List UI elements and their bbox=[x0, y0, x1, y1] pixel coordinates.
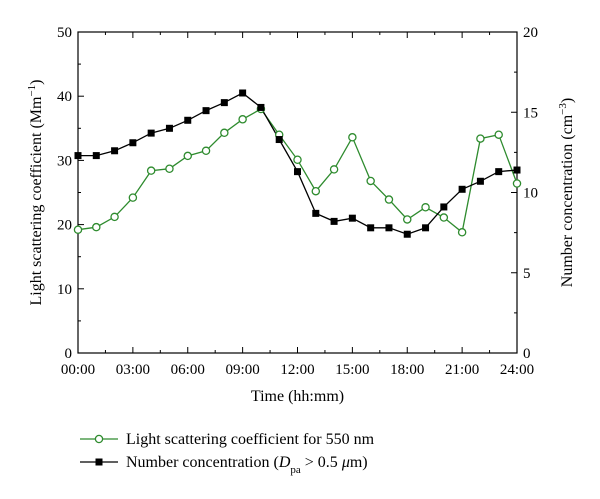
scattering-point bbox=[494, 130, 503, 139]
y-right-tick-label: 10 bbox=[523, 186, 538, 202]
number-concentration-point bbox=[348, 214, 356, 222]
scattering-point bbox=[165, 164, 174, 173]
x-axis-ticks: 00:00 03:00 06:00 09:00 12:00 15:00 18:00 21:00… bbox=[61, 32, 534, 378]
y-right-axis-label: Number concentration (cm−3) bbox=[557, 98, 576, 287]
x-tick-label: 09:00 bbox=[226, 362, 260, 378]
scattering-point bbox=[402, 215, 412, 224]
legend-label-number-var: D bbox=[278, 454, 291, 471]
number-concentration-point bbox=[458, 185, 466, 193]
y-left-axis-label: Light scattering coefficient (Mm−1) bbox=[26, 79, 45, 305]
legend-label-scattering: Light scattering coefficient for 550 nm bbox=[126, 431, 375, 448]
y-right-axis-ticks: 0 5 10 15 20 bbox=[511, 25, 538, 362]
x-tick-label: 00:00 bbox=[61, 362, 95, 378]
scattering-point bbox=[146, 166, 156, 175]
scattering-point bbox=[512, 179, 522, 188]
legend: Light scattering coefficient for 550 nm … bbox=[80, 431, 375, 476]
scattering-point bbox=[92, 222, 101, 232]
scattering-point bbox=[73, 225, 83, 234]
number-concentration-point bbox=[257, 103, 265, 111]
x-tick-label: 06:00 bbox=[171, 362, 205, 378]
y-left-label-text: Light scattering coefficient (Mm bbox=[28, 96, 45, 306]
x-tick-label: 12:00 bbox=[280, 362, 314, 378]
scattering-point bbox=[220, 128, 229, 138]
number-concentration-point bbox=[74, 152, 82, 160]
scattering-point bbox=[421, 203, 430, 212]
scattering-point bbox=[110, 212, 119, 222]
number-concentration-point bbox=[495, 168, 503, 176]
number-concentration-point bbox=[385, 224, 393, 232]
y-right-label-tail: ) bbox=[559, 98, 576, 103]
legend-label-number-mu: μ bbox=[341, 454, 350, 471]
y-left-tick-label: 30 bbox=[57, 153, 72, 169]
legend-label-number: Number concentration (Dpa > 0.5 μm) bbox=[126, 454, 368, 476]
number-concentration-point bbox=[129, 139, 137, 147]
legend-marker-circle bbox=[94, 434, 104, 444]
scattering-point bbox=[201, 146, 211, 156]
number-concentration-point bbox=[403, 230, 411, 238]
scattering-point bbox=[476, 134, 485, 143]
number-concentration-point bbox=[312, 209, 320, 217]
scattering-point bbox=[128, 193, 138, 202]
number-concentration-point bbox=[330, 217, 338, 225]
scattering-point bbox=[183, 151, 192, 161]
legend-entry-scattering: Light scattering coefficient for 550 nm bbox=[80, 431, 375, 448]
number-concentration-point bbox=[165, 124, 173, 132]
legend-label-number-sub: pa bbox=[290, 464, 301, 476]
legend-label-number-prefix: Number concentration ( bbox=[126, 454, 279, 471]
number-concentration-point bbox=[147, 129, 155, 137]
scattering-point bbox=[439, 213, 449, 222]
scattering-point bbox=[238, 115, 247, 124]
number-concentration-point bbox=[202, 107, 210, 115]
x-tick-label: 03:00 bbox=[116, 362, 150, 378]
y-left-tick-label: 10 bbox=[57, 282, 72, 298]
y-right-tick-label: 20 bbox=[523, 25, 538, 41]
plot-frame bbox=[77, 31, 518, 354]
scattering-point bbox=[366, 176, 375, 186]
y-left-axis-ticks: 0 10 20 30 40 50 bbox=[57, 25, 84, 362]
number-concentration-point bbox=[111, 147, 119, 155]
number-concentration-point bbox=[294, 168, 301, 176]
legend-label-number-suffix: > 0.5 bbox=[301, 454, 342, 471]
scattering-point bbox=[348, 133, 357, 142]
y-left-tick-label: 20 bbox=[57, 218, 72, 234]
legend-entry-number: Number concentration (Dpa > 0.5 μm) bbox=[80, 454, 368, 476]
scattering-point bbox=[311, 186, 321, 196]
scattering-point bbox=[293, 155, 302, 165]
number-concentration-point bbox=[367, 224, 375, 232]
y-left-tick-label: 40 bbox=[57, 89, 72, 105]
number-concentration-point bbox=[220, 99, 228, 107]
series-markers bbox=[73, 89, 522, 238]
number-concentration-point bbox=[476, 177, 484, 185]
scattering-point bbox=[457, 228, 467, 237]
y-right-label-sup: −3 bbox=[557, 103, 569, 115]
number-concentration-point bbox=[422, 224, 430, 232]
scattering-point bbox=[384, 195, 394, 204]
scattering-point bbox=[329, 165, 339, 174]
number-concentration-point bbox=[239, 89, 247, 97]
number-concentration-point bbox=[440, 203, 448, 211]
x-tick-label: 15:00 bbox=[335, 362, 369, 378]
number-concentration-point bbox=[275, 136, 283, 144]
x-tick-label: 21:00 bbox=[445, 362, 479, 378]
y-left-label-tail: ) bbox=[28, 79, 45, 84]
number-concentration-point bbox=[92, 152, 100, 160]
number-concentration-point bbox=[513, 166, 521, 174]
y-left-tick-label: 50 bbox=[57, 25, 72, 41]
y-right-label-text: Number concentration (cm bbox=[559, 114, 576, 287]
legend-label-number-end: m) bbox=[350, 454, 368, 471]
number-concentration-point bbox=[184, 116, 192, 124]
x-axis-label: Time (hh:mm) bbox=[251, 388, 344, 405]
y-right-tick-label: 0 bbox=[523, 346, 531, 362]
y-right-tick-label: 15 bbox=[523, 105, 538, 121]
x-tick-label: 18:00 bbox=[390, 362, 424, 378]
y-left-tick-label: 0 bbox=[65, 346, 73, 362]
legend-marker-square bbox=[95, 458, 103, 466]
y-left-label-sup: −1 bbox=[26, 85, 38, 97]
y-right-tick-label: 5 bbox=[523, 266, 531, 282]
x-tick-label: 24:00 bbox=[500, 362, 534, 378]
